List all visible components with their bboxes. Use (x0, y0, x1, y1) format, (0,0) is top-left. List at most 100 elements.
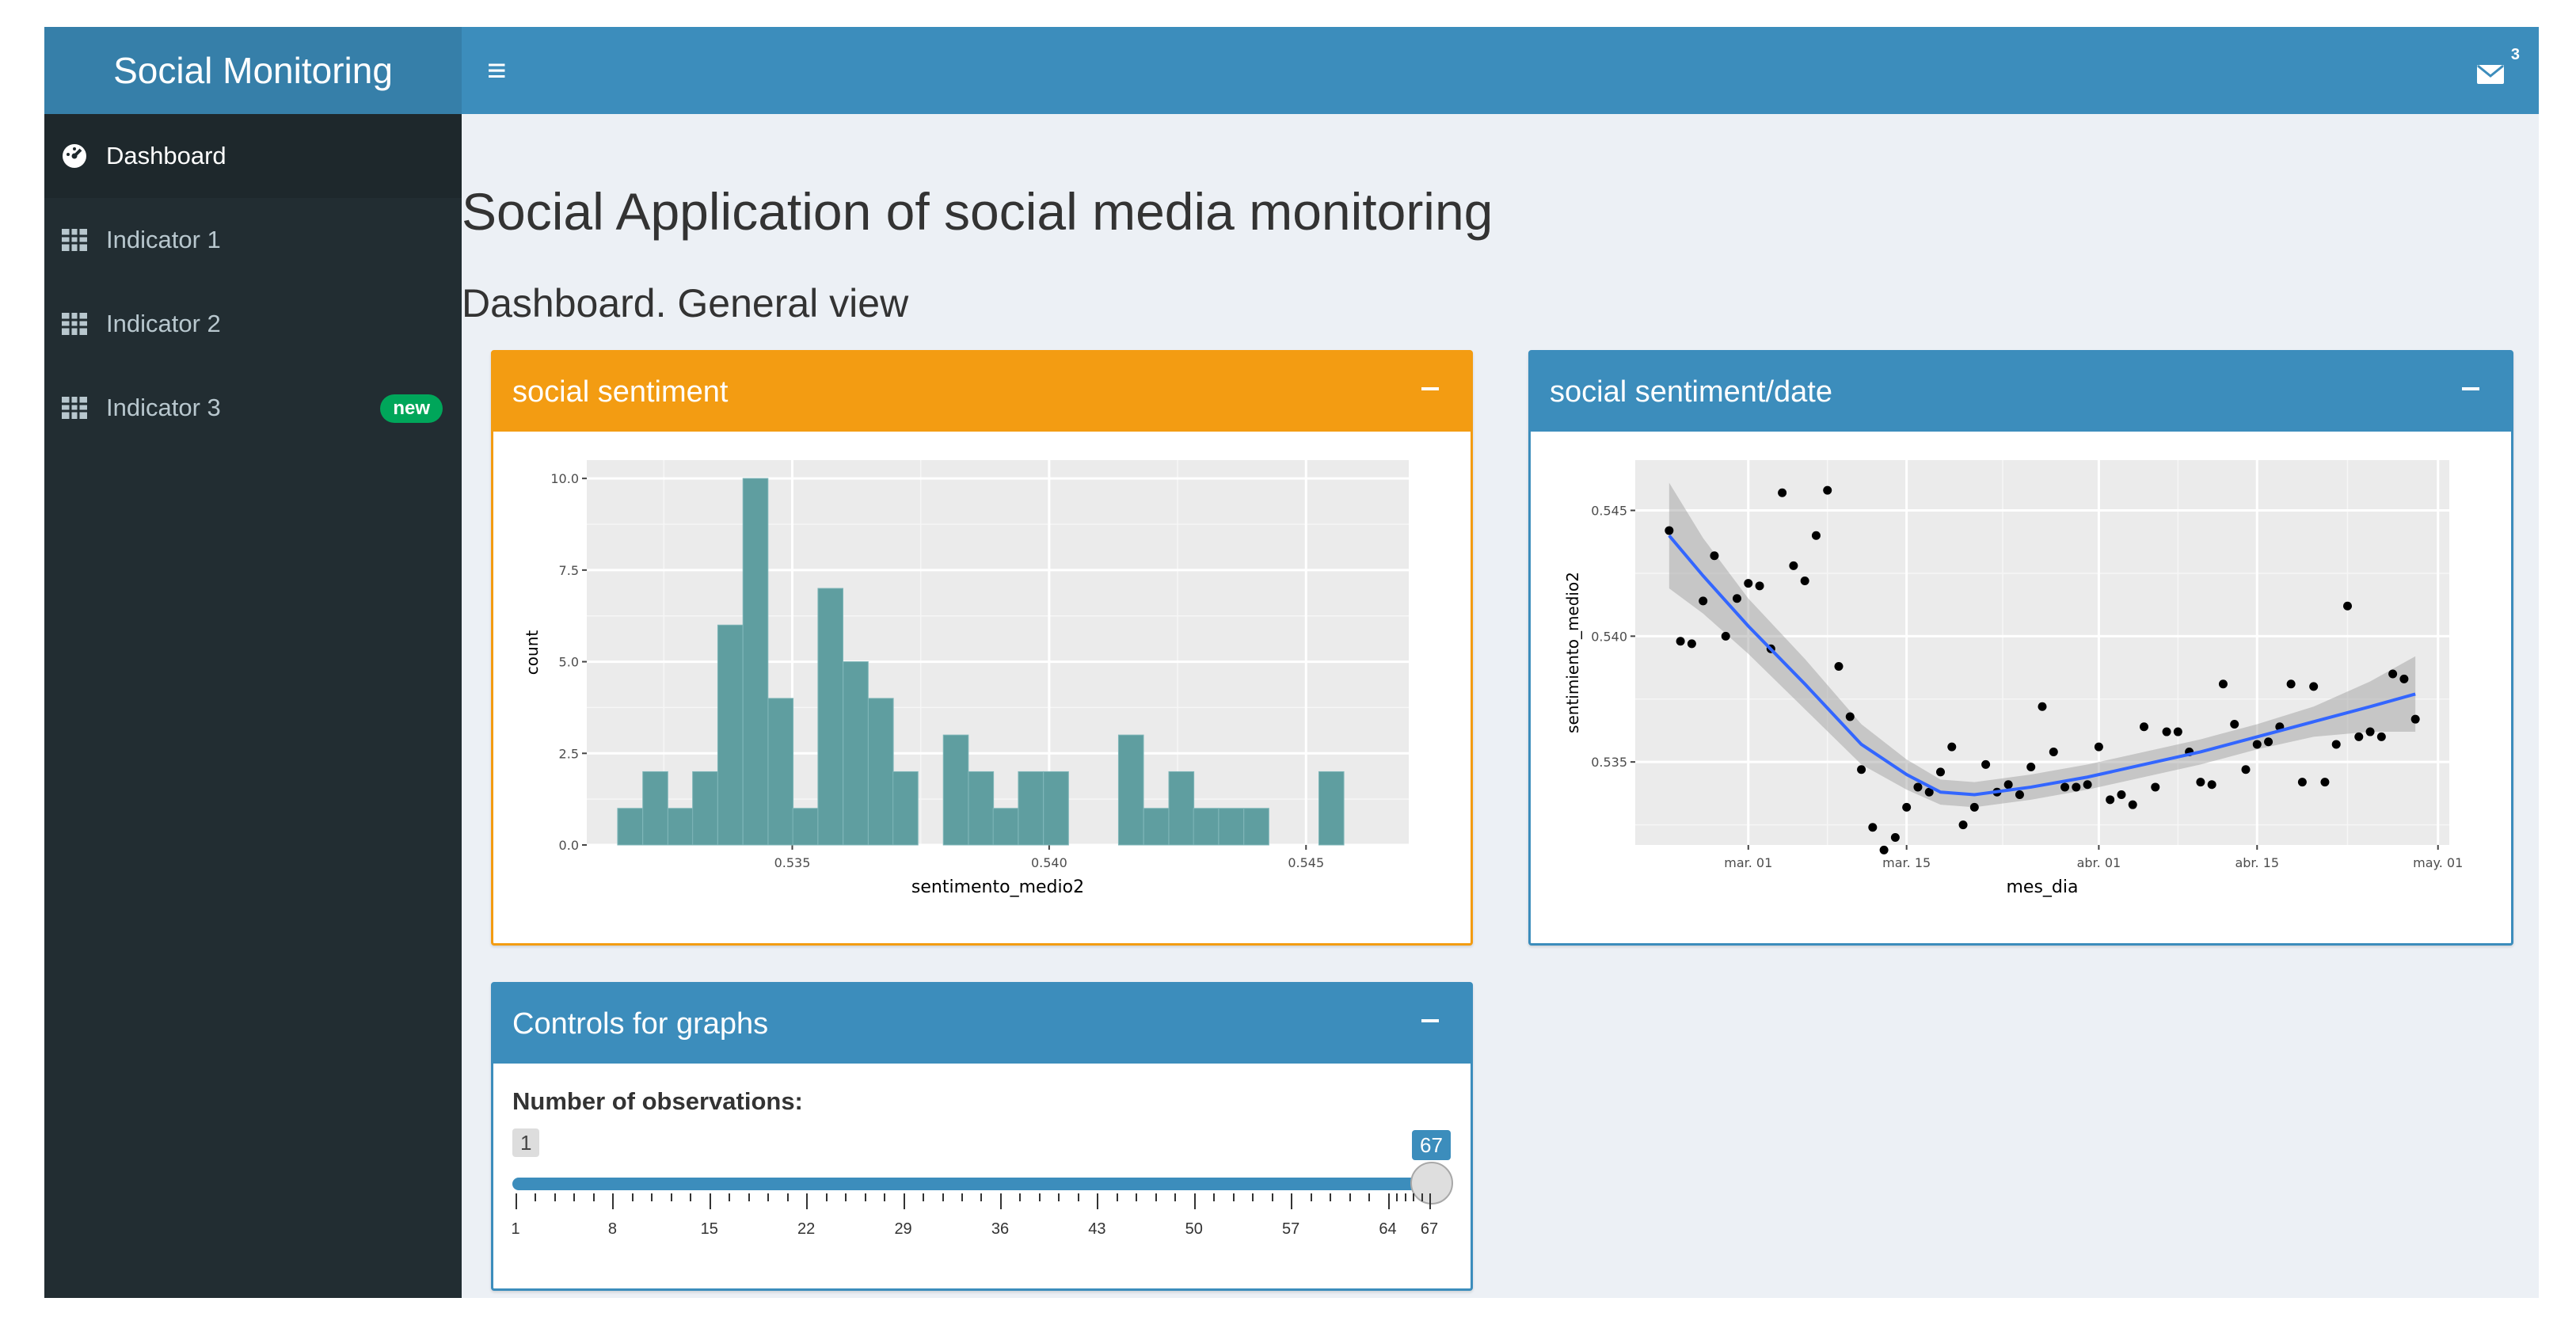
slider-minor-tick (631, 1193, 634, 1201)
slider-minor-tick (1136, 1193, 1138, 1201)
x-tick-label: mar. 15 (1882, 855, 1931, 870)
sidebar-item-indicator-3[interactable]: Indicator 3 new (44, 366, 462, 450)
histogram-bar (668, 808, 694, 846)
slider-minor-tick (1174, 1193, 1177, 1201)
slider-tick (1387, 1193, 1390, 1209)
slider-minor-tick (554, 1193, 556, 1201)
slider-minor-tick (1116, 1193, 1118, 1201)
data-point (2252, 740, 2262, 749)
data-point (2218, 679, 2228, 689)
data-point (2049, 747, 2058, 756)
sidebar-item-label: Dashboard (106, 142, 226, 169)
sidebar-item-label: Indicator 3 (106, 394, 221, 421)
histogram-bar (792, 808, 819, 846)
data-point (1687, 639, 1696, 649)
data-point (2094, 742, 2103, 752)
slider-tick (516, 1193, 517, 1209)
slider-tick-label: 67 (1420, 1220, 1439, 1238)
histogram-bar (1143, 808, 1170, 846)
y-tick-label: 5.0 (559, 655, 579, 670)
box-body: Number of observations: 1 67 1 8 15 22 29 36 4… (493, 1064, 1471, 1288)
slider-minor-tick (1213, 1193, 1216, 1201)
x-tick-label: 0.540 (1031, 855, 1067, 870)
slider-tick-label: 22 (797, 1220, 816, 1238)
sidebar-item-dashboard[interactable]: Dashboard (44, 114, 462, 198)
data-point (1868, 823, 1878, 832)
sidebar-toggle-icon[interactable]: ≡ (487, 51, 507, 89)
slider-minor-tick (1413, 1193, 1415, 1201)
data-point (2038, 702, 2047, 711)
messages-count-badge: 3 (2510, 46, 2520, 63)
slider-track[interactable] (512, 1178, 1431, 1190)
slider-minor-tick (748, 1193, 750, 1201)
slider-minor-tick (1155, 1193, 1157, 1201)
box-header: social sentiment (493, 352, 1471, 432)
data-point (2083, 780, 2092, 790)
y-tick-label: 2.5 (559, 746, 579, 761)
histogram-bar (968, 771, 995, 846)
histogram-bar (1243, 808, 1269, 846)
scatter-box: social sentiment/date 0.535 0.540 0.545 mar… (1528, 350, 2513, 946)
data-point (2376, 732, 2386, 741)
data-point (2230, 720, 2239, 729)
histogram-bar (892, 771, 919, 846)
data-point (1845, 712, 1855, 721)
x-tick-label: 0.545 (1288, 855, 1324, 870)
slider-handle[interactable] (1410, 1162, 1453, 1205)
collapse-button[interactable] (1417, 1003, 1448, 1035)
histogram-bar (1117, 734, 1144, 846)
box-body: 0.0 2.5 5.0 7.5 10.0 0.535 0.540 0.545 sentiment… (493, 432, 1471, 943)
box-body: 0.535 0.540 0.545 mar. 01 mar. 15 abr. 01 abr.… (1531, 432, 2511, 943)
box-title: social sentiment/date (1550, 375, 1832, 409)
slider-minor-tick (1421, 1193, 1423, 1201)
data-point (1800, 576, 1809, 585)
slider-tick (1193, 1193, 1196, 1209)
slider-tick-label: 36 (991, 1220, 1010, 1238)
histogram-bar (1043, 771, 1069, 846)
y-tick-label: 0.545 (1591, 504, 1627, 519)
data-point (1936, 767, 1945, 777)
table-icon (59, 224, 90, 256)
data-point (1778, 488, 1787, 497)
page-subtitle: Dashboard. General view (462, 281, 909, 325)
data-point (1823, 485, 1832, 495)
data-point (1710, 551, 1719, 561)
data-point (1721, 631, 1730, 641)
data-point (2241, 765, 2251, 774)
confidence-band (1669, 482, 2416, 808)
data-point (2196, 778, 2205, 787)
data-point (1981, 759, 1991, 769)
slider-tick-label: 29 (894, 1220, 912, 1238)
smooth-line (1668, 535, 2416, 797)
collapse-button[interactable] (1417, 371, 1448, 403)
observations-label: Number of observations: (512, 1087, 803, 1115)
dashboard-icon (59, 140, 90, 172)
y-tick-label: 0.540 (1591, 629, 1627, 644)
histogram-bar (1218, 808, 1245, 846)
x-axis-label: mes_dia (2007, 877, 2079, 897)
data-point (1857, 765, 1866, 774)
data-point (1913, 782, 1923, 792)
messages-menu[interactable]: 3 (2472, 46, 2520, 97)
x-tick-label: mar. 01 (1724, 855, 1772, 870)
app-logo[interactable]: Social Monitoring (44, 27, 462, 114)
histogram-bar (868, 698, 894, 846)
data-point (1789, 561, 1798, 570)
controls-box: Controls for graphs Number of observatio… (491, 982, 1473, 1291)
y-axis-label: sentimiento_medio2 (1563, 572, 1582, 733)
collapse-button[interactable] (2457, 371, 2489, 403)
slider-minor-tick (1058, 1193, 1060, 1201)
slider-tick (1429, 1193, 1431, 1209)
data-point (1755, 581, 1764, 591)
data-point (2015, 790, 2024, 799)
y-tick-label: 10.0 (550, 471, 579, 486)
slider-tick (903, 1193, 905, 1209)
top-navbar: ≡ 3 (462, 27, 2539, 114)
table-icon (59, 392, 90, 424)
sidebar-item-indicator-2[interactable]: Indicator 2 (44, 282, 462, 366)
slider-minor-tick (825, 1193, 828, 1201)
data-point (2354, 732, 2364, 741)
x-tick-label: may. 01 (2413, 855, 2463, 870)
sidebar-item-indicator-1[interactable]: Indicator 1 (44, 198, 462, 282)
histogram-bar (843, 661, 869, 846)
